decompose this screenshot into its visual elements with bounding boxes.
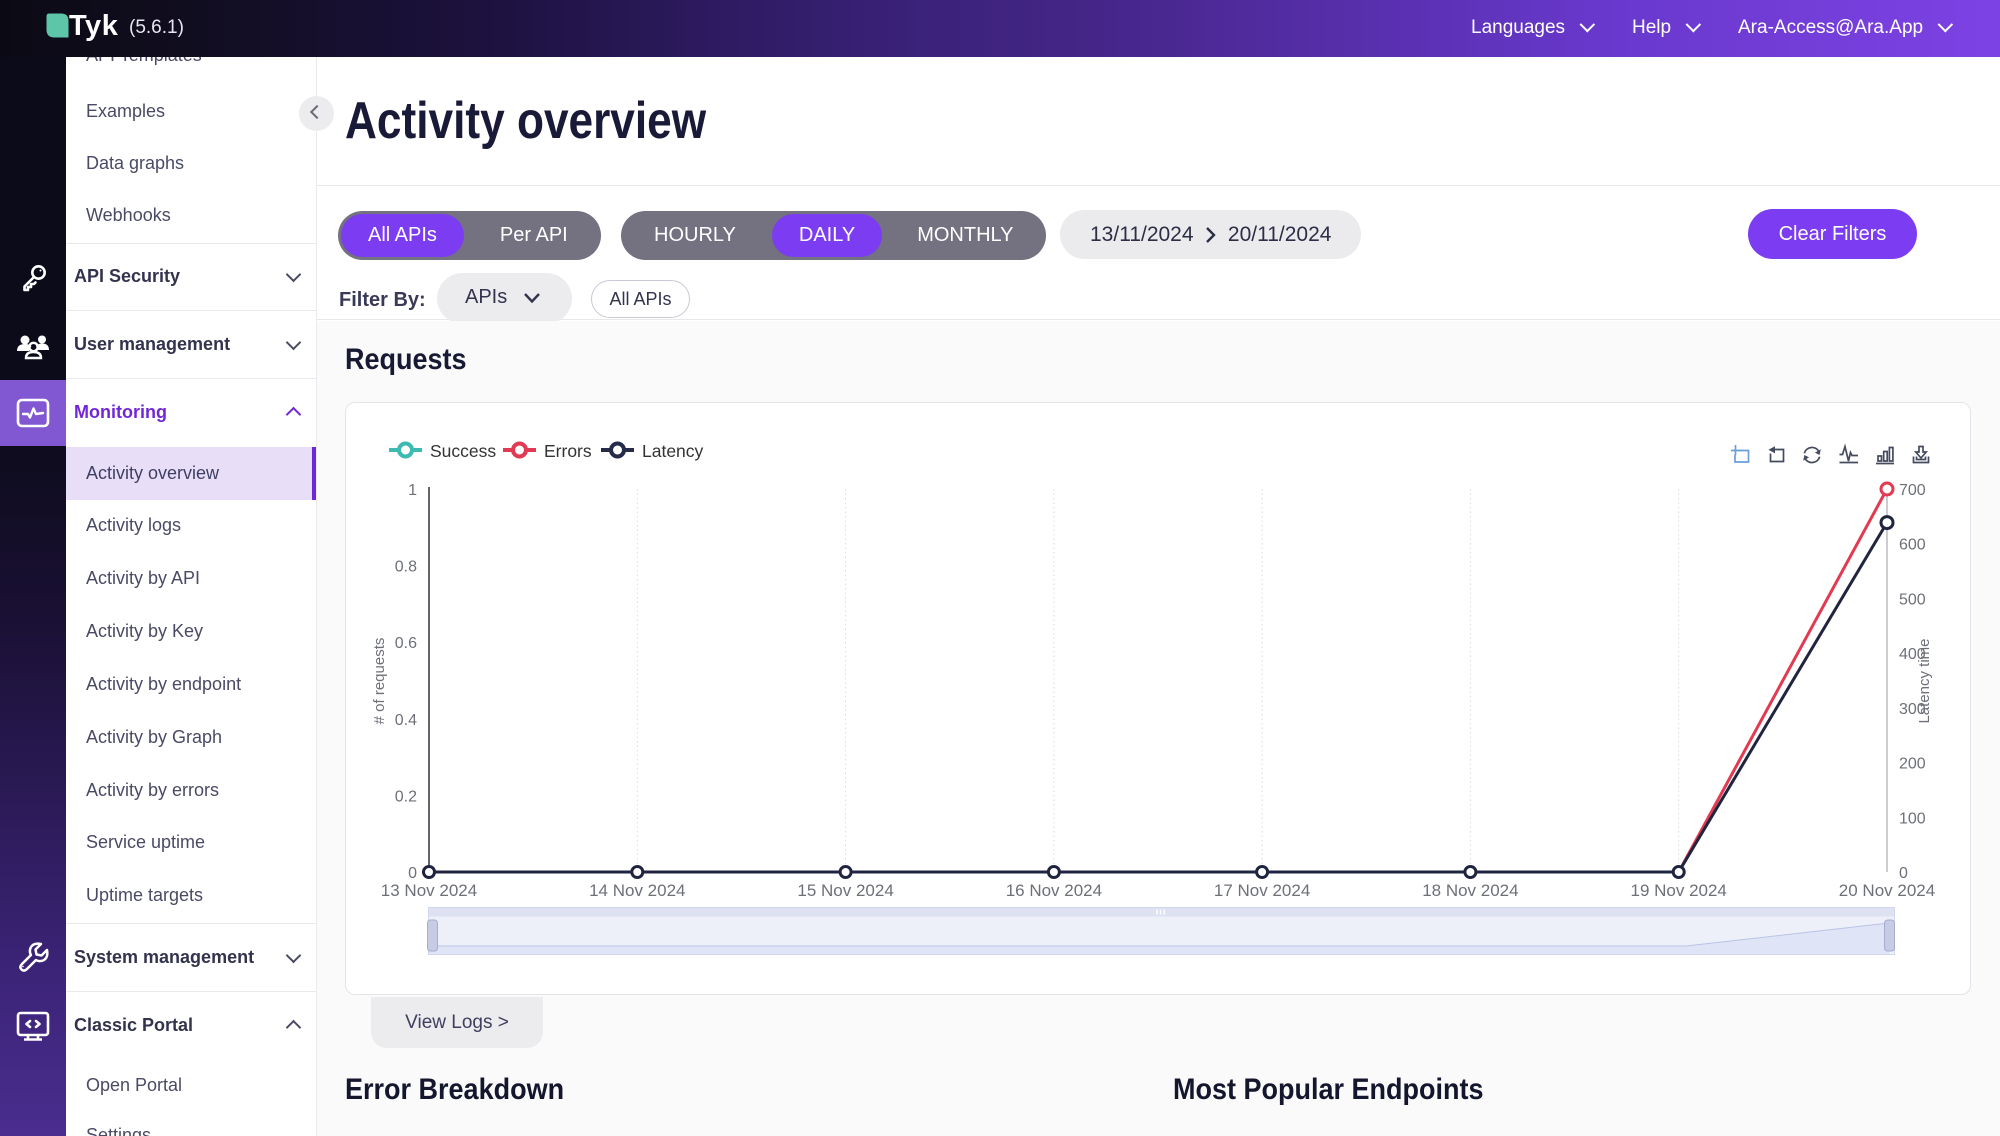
svg-text:0.6: 0.6 [395, 635, 417, 652]
svg-text:19 Nov 2024: 19 Nov 2024 [1630, 881, 1726, 900]
svg-text:16 Nov 2024: 16 Nov 2024 [1006, 881, 1102, 900]
svg-text:20 Nov 2024: 20 Nov 2024 [1839, 881, 1935, 900]
svg-text:300: 300 [1899, 701, 1926, 718]
svg-text:17 Nov 2024: 17 Nov 2024 [1214, 881, 1310, 900]
svg-text:18 Nov 2024: 18 Nov 2024 [1422, 881, 1518, 900]
svg-text:400: 400 [1899, 646, 1926, 663]
svg-text:13 Nov 2024: 13 Nov 2024 [381, 881, 477, 900]
svg-text:Latency time: Latency time [1916, 638, 1933, 723]
svg-text:Success: Success [430, 441, 496, 461]
svg-text:# of requests: # of requests [371, 638, 388, 725]
svg-text:600: 600 [1899, 537, 1926, 554]
svg-text:0: 0 [1899, 865, 1908, 882]
svg-text:14 Nov 2024: 14 Nov 2024 [589, 881, 685, 900]
svg-text:15 Nov 2024: 15 Nov 2024 [797, 881, 893, 900]
svg-text:Latency: Latency [642, 441, 704, 461]
svg-text:100: 100 [1899, 810, 1926, 827]
svg-text:700: 700 [1899, 482, 1926, 499]
svg-text:0.2: 0.2 [395, 788, 417, 805]
svg-text:Errors: Errors [544, 441, 592, 461]
svg-text:0.4: 0.4 [395, 712, 417, 729]
svg-text:500: 500 [1899, 591, 1926, 608]
svg-text:0: 0 [408, 865, 417, 882]
svg-text:1: 1 [408, 482, 417, 499]
svg-text:0.8: 0.8 [395, 559, 417, 576]
svg-text:200: 200 [1899, 756, 1926, 773]
